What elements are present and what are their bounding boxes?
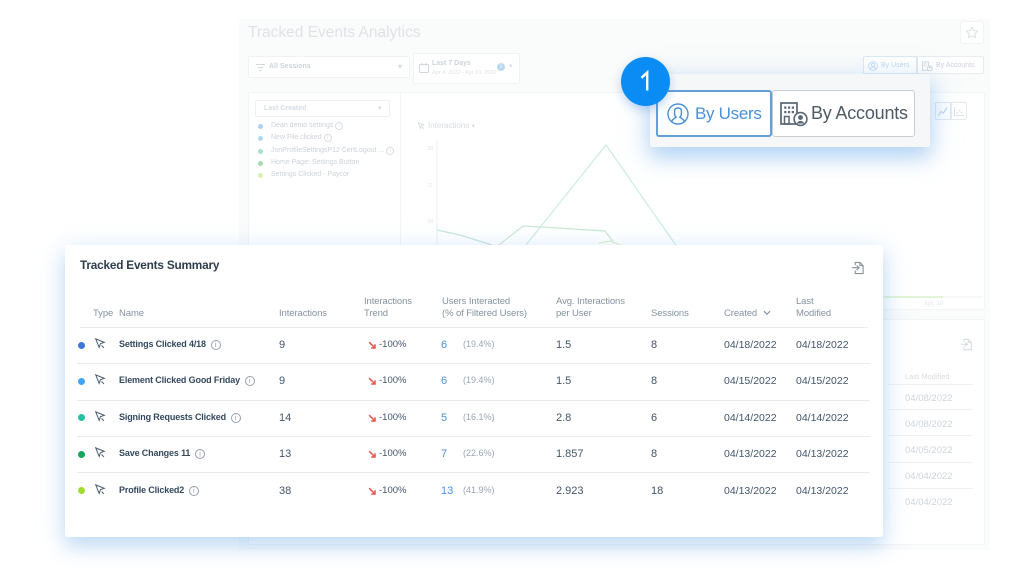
svg-text:14: 14 bbox=[427, 219, 433, 225]
svg-text:Apr, 10: Apr, 10 bbox=[924, 301, 944, 307]
svg-text:21: 21 bbox=[427, 183, 433, 189]
svg-text:28: 28 bbox=[427, 146, 433, 152]
